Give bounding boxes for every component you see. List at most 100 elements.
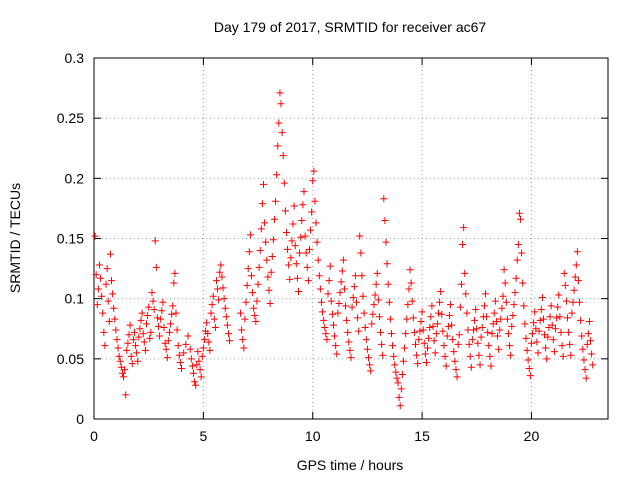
- data-point: [337, 278, 345, 286]
- data-point: [280, 179, 288, 187]
- x-tick-label: 10: [305, 428, 321, 444]
- data-point: [461, 269, 469, 277]
- data-point: [116, 357, 124, 365]
- data-point: [487, 362, 495, 370]
- data-point: [168, 310, 176, 318]
- data-point: [129, 336, 137, 344]
- data-point: [488, 330, 496, 338]
- data-point: [157, 315, 165, 323]
- data-point: [347, 354, 355, 362]
- data-point: [475, 351, 483, 359]
- data-point: [196, 366, 204, 374]
- data-point: [544, 333, 552, 341]
- data-point: [542, 344, 550, 352]
- data-point: [509, 312, 517, 320]
- data-point: [97, 274, 105, 282]
- x-tick-label: 5: [199, 428, 207, 444]
- data-point: [249, 289, 257, 297]
- data-point: [284, 245, 292, 253]
- data-point: [239, 336, 247, 344]
- data-point: [375, 313, 383, 321]
- data-point: [354, 314, 362, 322]
- data-point: [553, 314, 561, 322]
- data-point: [272, 197, 280, 205]
- data-point: [252, 318, 260, 326]
- data-point: [173, 326, 181, 334]
- data-point: [473, 325, 481, 333]
- data-point: [218, 273, 226, 281]
- data-point: [526, 372, 534, 380]
- y-tick-label: 0.3: [65, 50, 85, 66]
- data-point: [93, 301, 101, 309]
- data-point: [222, 313, 230, 321]
- data-point: [302, 249, 310, 257]
- data-point: [567, 351, 575, 359]
- data-point: [549, 336, 557, 344]
- data-point: [521, 320, 529, 328]
- data-point: [177, 364, 185, 372]
- data-point: [180, 349, 188, 357]
- data-point: [410, 328, 418, 336]
- data-point: [507, 351, 515, 359]
- data-point: [226, 337, 234, 345]
- data-point: [356, 232, 364, 240]
- data-point: [486, 352, 494, 360]
- x-axis-label: GPS time / hours: [297, 457, 404, 473]
- data-point: [111, 315, 119, 323]
- data-point: [216, 268, 224, 276]
- data-point: [524, 356, 532, 364]
- data-point: [325, 277, 333, 285]
- data-point: [440, 342, 448, 350]
- data-point: [140, 338, 148, 346]
- data-point: [324, 290, 332, 298]
- data-point: [214, 285, 222, 293]
- data-point: [430, 337, 438, 345]
- data-point: [293, 274, 301, 282]
- data-point: [428, 302, 436, 310]
- data-point: [348, 303, 356, 311]
- data-point: [444, 322, 452, 330]
- data-point: [450, 348, 458, 356]
- data-point: [340, 285, 348, 293]
- data-point: [377, 328, 385, 336]
- data-point: [398, 370, 406, 378]
- data-point: [121, 366, 129, 374]
- data-point: [313, 238, 321, 246]
- data-point: [468, 336, 476, 344]
- y-tick-label: 0.25: [57, 110, 84, 126]
- data-point: [304, 277, 312, 285]
- data-point: [292, 260, 300, 268]
- data-point: [247, 272, 255, 280]
- data-point: [126, 321, 134, 329]
- data-point: [389, 342, 397, 350]
- data-point: [550, 348, 558, 356]
- data-point: [242, 298, 250, 306]
- data-point: [437, 287, 445, 295]
- data-point: [215, 296, 223, 304]
- y-axis-label: SRMTID / TECUs: [7, 183, 23, 293]
- grid-lines: [94, 58, 608, 419]
- x-tick-label: 20: [524, 428, 540, 444]
- data-point: [288, 237, 296, 245]
- data-point: [311, 197, 319, 205]
- data-point: [134, 357, 142, 365]
- data-point: [104, 297, 112, 305]
- data-point: [298, 216, 306, 224]
- data-point: [211, 324, 219, 332]
- data-point: [414, 360, 422, 368]
- data-point: [561, 281, 569, 289]
- data-point: [359, 292, 367, 300]
- data-point: [316, 285, 324, 293]
- data-point: [200, 336, 208, 344]
- data-point: [445, 312, 453, 320]
- data-point: [274, 142, 282, 150]
- data-point: [217, 261, 225, 269]
- data-point: [221, 304, 229, 312]
- data-point: [110, 304, 118, 312]
- data-point: [402, 330, 410, 338]
- data-point: [326, 262, 334, 270]
- data-point: [100, 328, 108, 336]
- data-point: [371, 291, 379, 299]
